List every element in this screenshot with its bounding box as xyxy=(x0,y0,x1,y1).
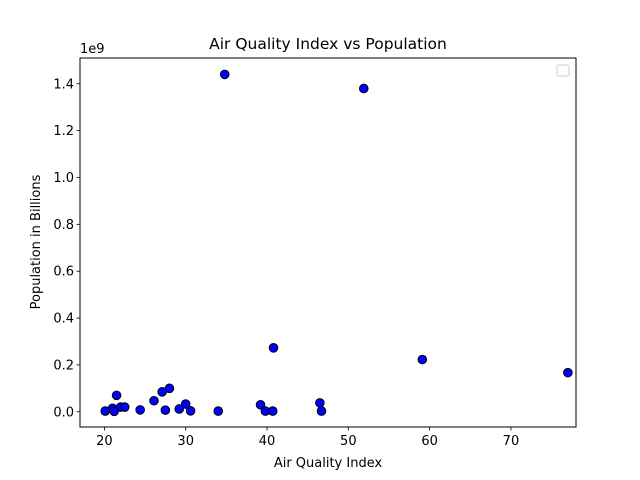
y-axis-ticks: 0.0 0.2 0.4 0.6 0.8 1.0 1.2 1.4 xyxy=(53,77,80,420)
data-point xyxy=(149,395,159,406)
data-point xyxy=(255,399,266,410)
chart-title: Air Quality Index vs Population xyxy=(209,35,447,53)
data-point xyxy=(174,404,184,414)
data-point xyxy=(185,406,196,416)
y-axis-label: Population in Billions xyxy=(29,174,44,309)
x-tick-label: 40 xyxy=(259,434,276,449)
data-point xyxy=(563,367,573,378)
legend-box xyxy=(556,64,570,77)
x-tick-label: 60 xyxy=(421,434,438,449)
data-points xyxy=(100,69,573,417)
x-tick-label: 50 xyxy=(340,434,357,449)
y-tick-label: 0.6 xyxy=(53,265,74,280)
y-tick-label: 1.0 xyxy=(53,171,74,186)
x-tick-label: 30 xyxy=(177,434,194,449)
data-point xyxy=(109,406,119,417)
y-offset-text: 1e9 xyxy=(80,42,105,57)
data-point xyxy=(358,83,369,94)
data-point xyxy=(417,354,428,365)
y-tick-label: 1.2 xyxy=(53,124,74,139)
data-point xyxy=(111,390,122,401)
x-axis-ticks: 20 30 40 50 60 70 xyxy=(96,427,519,449)
x-axis-label: Air Quality Index xyxy=(274,456,383,471)
data-point xyxy=(219,69,230,80)
data-point xyxy=(100,406,111,416)
data-point xyxy=(157,387,167,397)
data-point xyxy=(316,406,327,416)
y-tick-label: 0.8 xyxy=(53,218,74,233)
y-tick-label: 1.4 xyxy=(53,77,74,92)
y-tick-label: 0.0 xyxy=(53,405,74,420)
y-tick-label: 0.2 xyxy=(53,358,74,373)
data-point xyxy=(213,406,224,416)
data-point xyxy=(119,402,130,412)
x-tick-label: 20 xyxy=(96,434,113,449)
y-tick-label: 0.4 xyxy=(53,312,74,327)
data-point xyxy=(268,343,279,353)
data-point xyxy=(180,399,191,409)
x-tick-label: 70 xyxy=(503,434,520,449)
plot-area-frame xyxy=(79,57,577,428)
data-point xyxy=(267,406,278,416)
data-point xyxy=(160,405,171,415)
data-point xyxy=(315,398,325,408)
data-point xyxy=(135,405,145,415)
